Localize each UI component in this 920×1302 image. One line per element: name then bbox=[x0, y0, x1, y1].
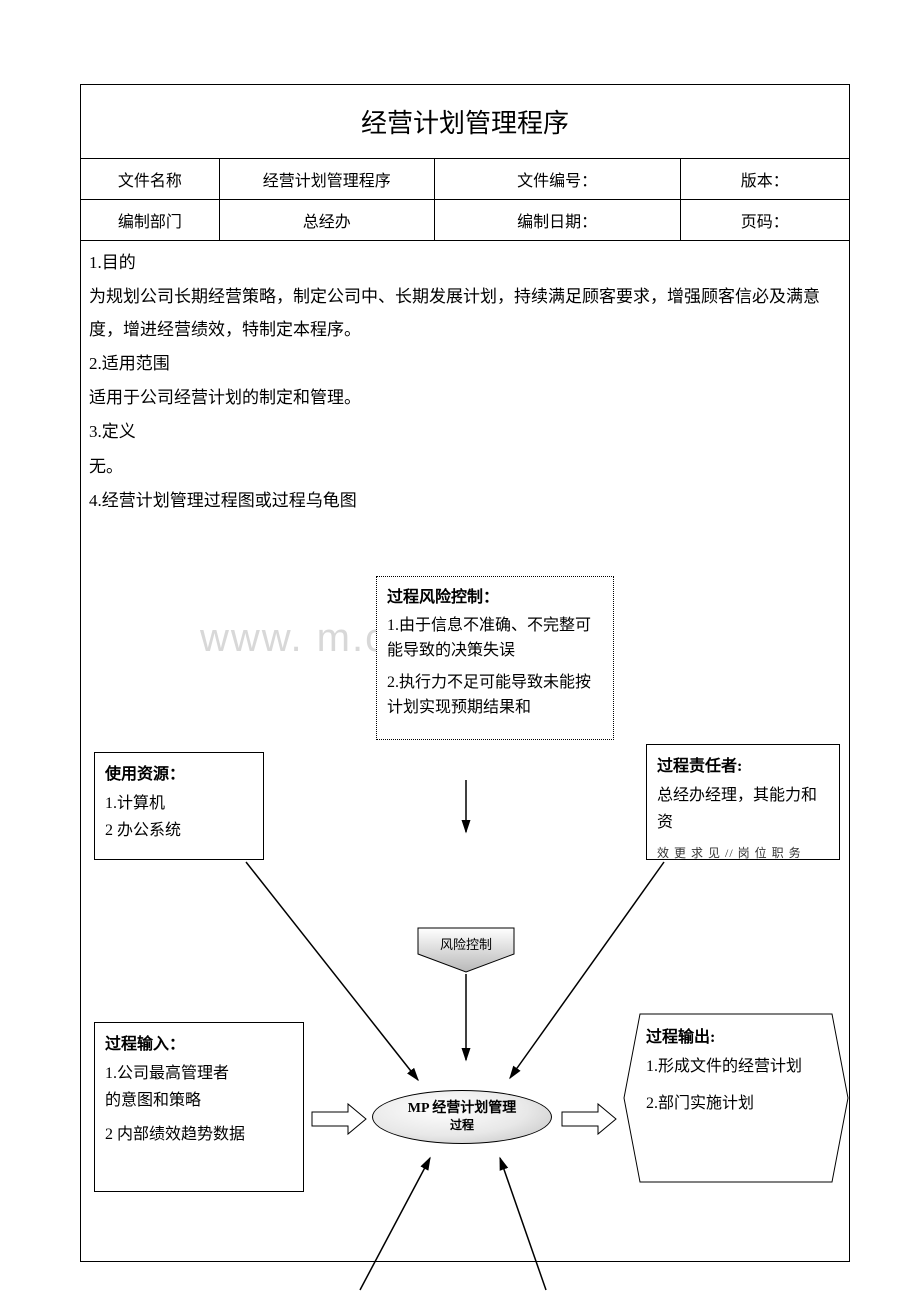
section-heading: 1.目的 bbox=[89, 247, 841, 279]
cell-date-label: 编制日期： bbox=[434, 200, 680, 241]
output-hexagon: 过程输出: 1.形成文件的经营计划 2.部门实施计划 bbox=[622, 1012, 850, 1184]
process-ellipse: MP 经营计划管理 过程 bbox=[372, 1090, 552, 1144]
section-text: 无。 bbox=[89, 451, 841, 483]
table-row: 编制部门 总经办 编制日期： 页码： bbox=[81, 200, 849, 241]
cell-page-label: 页码： bbox=[680, 200, 849, 241]
document-title: 经营计划管理程序 bbox=[81, 85, 849, 158]
input-item: 的意图和策略 bbox=[105, 1087, 293, 1114]
cell-filename-label: 文件名称 bbox=[81, 159, 219, 200]
risk-control-shape: 风险控制 bbox=[416, 926, 516, 971]
risk-control-box: 过程风险控制： 1.由于信息不准确、不完整可能导致的决策失误 2.执行力不足可能… bbox=[376, 576, 614, 740]
meta-table: 文件名称 经营计划管理程序 文件编号： 版本： 编制部门 总经办 编制日期： 页… bbox=[81, 158, 849, 241]
resources-title: 使用资源： bbox=[105, 761, 253, 788]
table-row: 文件名称 经营计划管理程序 文件编号： 版本： bbox=[81, 159, 849, 200]
input-box: 过程输入： 1.公司最高管理者 的意图和策略 2 内部绩效趋势数据 bbox=[94, 1022, 304, 1192]
output-title: 过程输出: bbox=[646, 1024, 830, 1051]
risk-box-title: 过程风险控制： bbox=[387, 585, 603, 611]
content-body: 1.目的 为规划公司长期经营策略，制定公司中、长期发展计划，持续满足顾客要求，增… bbox=[81, 241, 849, 525]
cell-version-label: 版本： bbox=[680, 159, 849, 200]
output-item: 1.形成文件的经营计划 bbox=[646, 1053, 830, 1080]
cell-filename-value: 经营计划管理程序 bbox=[219, 159, 434, 200]
owner-item-cut: 效 更 求 见 // 岗 位 职 务 bbox=[657, 843, 829, 860]
block-arrow-right-1 bbox=[310, 1102, 368, 1141]
input-title: 过程输入： bbox=[105, 1031, 293, 1058]
risk-box-item: 2.执行力不足可能导致未能按计划实现预期结果和 bbox=[387, 670, 603, 721]
risk-box-item: 1.由于信息不准确、不完整可能导致的决策失误 bbox=[387, 613, 603, 664]
cell-docno-label: 文件编号： bbox=[434, 159, 680, 200]
ellipse-line2: 过程 bbox=[450, 1118, 474, 1134]
resources-item: 2 办公系统 bbox=[105, 817, 253, 844]
cell-dept-label: 编制部门 bbox=[81, 200, 219, 241]
resources-box: 使用资源： 1.计算机 2 办公系统 bbox=[94, 752, 264, 860]
ellipse-line1: MP 经营计划管理 bbox=[408, 1100, 517, 1118]
section-text: 为规划公司长期经营策略，制定公司中、长期发展计划，持续满足顾客要求，增强顾客信必… bbox=[89, 281, 841, 346]
input-item: 2 内部绩效趋势数据 bbox=[105, 1121, 293, 1148]
section-text: 适用于公司经营计划的制定和管理。 bbox=[89, 382, 841, 414]
input-item: 1.公司最高管理者 bbox=[105, 1060, 293, 1087]
cell-dept-value: 总经办 bbox=[219, 200, 434, 241]
owner-box: 过程责任者: 总经办经理，其能力和资 效 更 求 见 // 岗 位 职 务 bbox=[646, 744, 840, 860]
risk-shape-label: 风险控制 bbox=[416, 934, 516, 953]
output-item: 2.部门实施计划 bbox=[646, 1090, 830, 1117]
owner-title: 过程责任者: bbox=[657, 753, 829, 780]
block-arrow-right-2 bbox=[560, 1102, 618, 1141]
section-heading: 3.定义 bbox=[89, 416, 841, 448]
section-heading: 2.适用范围 bbox=[89, 348, 841, 380]
section-heading: 4.经营计划管理过程图或过程乌龟图 bbox=[89, 485, 841, 517]
owner-item: 总经办经理，其能力和资 bbox=[657, 782, 829, 836]
resources-item: 1.计算机 bbox=[105, 790, 253, 817]
